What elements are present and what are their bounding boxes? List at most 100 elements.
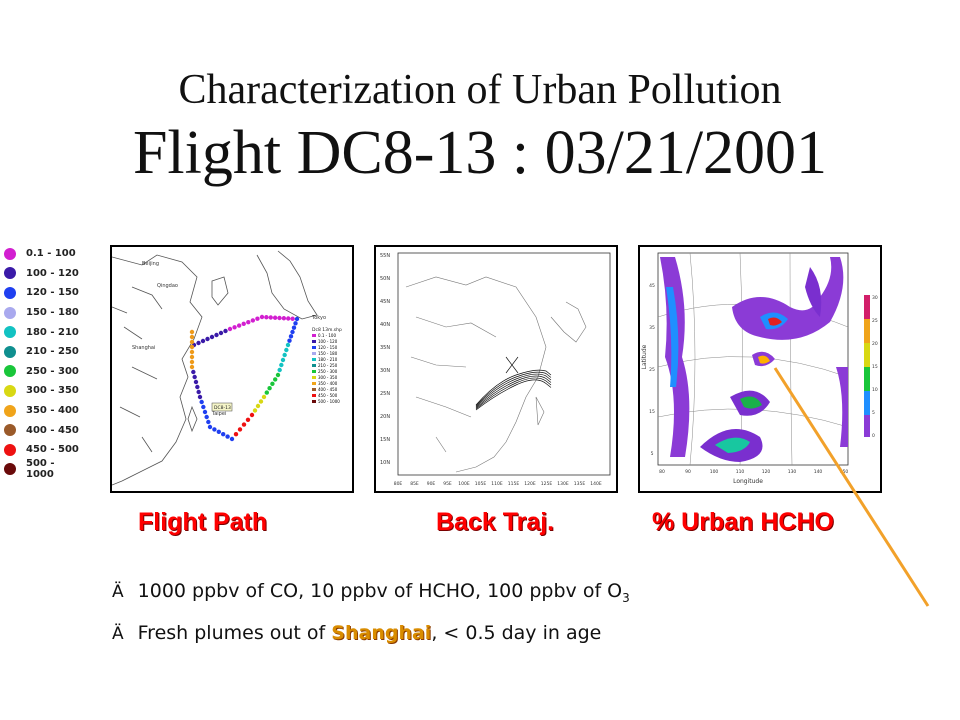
legend-label: 0.1 - 100 [26,248,76,260]
flight-point [261,394,267,400]
colorbar-label: 20 [872,341,878,347]
inner-legend-swatch [312,370,316,373]
legend-item: 180 - 210 [4,322,84,342]
flight-path-map: Shanghai Taipei Tokyo Qingdao Beijing DC… [110,245,354,493]
bullet-1-text: 1000 ppbv of CO, 10 ppbv of HCHO, 100 pp… [137,580,623,602]
lon-tick-label: 115E [508,481,520,487]
lon-tick-label: 95E [443,481,452,487]
legend-swatch [4,463,16,476]
shanghai-highlight: Shanghai [331,622,432,644]
legend-swatch [4,424,16,437]
legend-label: 350 - 400 [26,405,79,417]
flight-point [264,390,269,395]
legend-item: 120 - 150 [4,283,84,303]
bullet-1-subscript: 3 [622,590,630,605]
lon-tick-label: 85E [410,481,419,487]
legend-swatch [4,267,16,280]
flight-point [189,364,195,370]
trajectory-line [475,375,552,409]
inner-legend-label: 350 - 400 [318,381,338,386]
inner-legend-swatch [312,358,316,361]
legend-swatch [4,306,16,319]
legend-item: 450 - 500 [4,440,84,460]
lat-tick-label: 35 [649,325,655,331]
hcho-colorbar: 30 25 20 15 10 5 0 [864,295,878,439]
inner-legend-label: 120 - 150 [318,345,338,350]
inner-legend-label: 150 - 180 [318,351,338,356]
lat-tick-label: 45 [649,283,655,289]
lon-tick-label: 130 [788,469,797,475]
lon-tick-label: 110E [491,481,503,487]
lon-tick-label: 130E [557,481,569,487]
flight-point [229,436,235,442]
flight-point [205,336,210,342]
legend-label: 100 - 120 [26,267,79,279]
flight-point [199,399,204,405]
flight-point [246,319,251,325]
bullet-concentrations: Ä 1000 ppbv of CO, 10 ppbv of HCHO, 100 p… [112,580,630,605]
lat-tick-label: 10N [380,460,390,466]
legend-item: 500 - 1000 [4,458,84,481]
flight-point [290,316,295,321]
legend-label: 210 - 250 [26,346,79,358]
map-label-shanghai: Shanghai [132,345,155,351]
trajectory-line [475,371,552,407]
slide-title-line2: Flight DC8-13 : 03/21/2001 [132,119,828,187]
lat-tick-label: 55N [380,253,390,259]
inner-legend-swatch [312,394,316,397]
map-label-taipei: Taipei [211,411,226,417]
flight-point [282,352,287,358]
map-label-tokyo: Tokyo [311,315,326,321]
flight-point [191,369,196,375]
inner-legend-swatch [312,346,316,349]
flight-point [270,381,275,386]
inner-legend-swatch [312,382,316,385]
inner-legend-label: 250 - 300 [318,369,338,374]
colorbar-label: 0 [872,433,875,439]
legend-swatch [4,384,16,397]
map-label-qingdao: Qingdao [157,283,178,289]
co-legend: 0.1 - 100 100 - 120 120 - 150 150 - 180 180 … [4,244,84,481]
lon-tick-label: 90 [685,469,691,475]
lon-tick-label: 100 [710,469,719,475]
flight-point [221,432,226,437]
bullet-arrow-icon: Ä [112,624,124,644]
flight-point [267,386,272,391]
lon-tick-label: 80 [659,469,665,475]
flight-point [255,403,261,409]
lat-tick-label: 35N [380,345,390,351]
flight-point [277,315,282,321]
flight-track [189,314,300,442]
lon-tick-label: 100E [458,481,470,487]
legend-swatch [4,404,16,417]
legend-item: 250 - 300 [4,362,84,382]
legend-item: 0.1 - 100 [4,244,84,264]
flight-point [281,316,287,321]
legend-swatch [4,443,16,456]
lat-tick-label: 15 [649,409,655,415]
caption-flight-path: Flight Path [138,508,268,536]
legend-swatch [4,247,16,260]
lat-tick-label: 50N [380,276,390,282]
flight-point [252,408,258,413]
caption-urban-hcho: % Urban HCHO [652,508,834,536]
flight-point [294,316,300,322]
flight-point [209,334,215,340]
lon-tick-label: 120 [762,469,771,475]
flight-point [218,330,224,336]
urban-hcho-map: 80 90 100 110 120 130 140 150 45 35 25 15 5 Longitu… [638,245,882,493]
trajectory-lines [475,356,552,411]
hcho-plumes [660,257,848,462]
flight-label-text: DC8-13 [214,405,231,411]
flight-point [225,434,230,439]
flight-point [268,315,273,320]
inner-legend-label: 300 - 350 [318,375,338,380]
inner-legend-label: 180 - 210 [318,357,338,362]
legend-label: 500 - 1000 [26,458,55,481]
legend-swatch [4,365,16,378]
flight-point [214,332,219,338]
hcho-xlabel: Longitude [733,478,763,485]
lon-tick-label: 135E [574,481,586,487]
flight-point [280,357,286,363]
